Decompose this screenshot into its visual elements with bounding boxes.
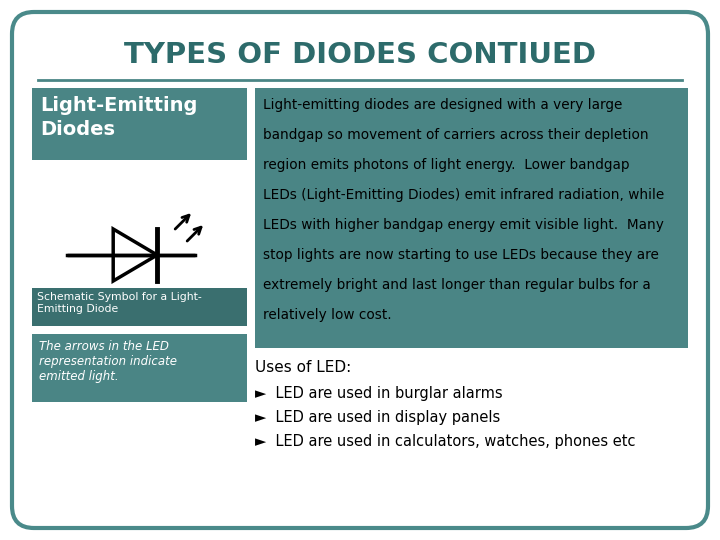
FancyBboxPatch shape: [32, 288, 247, 326]
FancyBboxPatch shape: [32, 88, 247, 160]
Text: ►  LED are used in calculators, watches, phones etc: ► LED are used in calculators, watches, …: [255, 434, 636, 449]
Text: relatively low cost.: relatively low cost.: [263, 308, 392, 322]
Text: The arrows in the LED
representation indicate
emitted light.: The arrows in the LED representation ind…: [39, 340, 177, 383]
Text: TYPES OF DIODES CONTIUED: TYPES OF DIODES CONTIUED: [124, 41, 596, 69]
Text: bandgap so movement of carriers across their depletion: bandgap so movement of carriers across t…: [263, 128, 649, 142]
FancyBboxPatch shape: [32, 334, 247, 402]
Text: Uses of LED:: Uses of LED:: [255, 360, 351, 375]
Text: Light-Emitting
Diodes: Light-Emitting Diodes: [40, 96, 197, 139]
Text: extremely bright and last longer than regular bulbs for a: extremely bright and last longer than re…: [263, 278, 651, 292]
Text: ►  LED are used in burglar alarms: ► LED are used in burglar alarms: [255, 386, 503, 401]
Text: LEDs (Light-Emitting Diodes) emit infrared radiation, while: LEDs (Light-Emitting Diodes) emit infrar…: [263, 188, 665, 202]
Text: LEDs with higher bandgap energy emit visible light.  Many: LEDs with higher bandgap energy emit vis…: [263, 218, 664, 232]
Text: ►  LED are used in display panels: ► LED are used in display panels: [255, 410, 500, 425]
FancyBboxPatch shape: [12, 12, 708, 528]
Text: Light-emitting diodes are designed with a very large: Light-emitting diodes are designed with …: [263, 98, 622, 112]
FancyBboxPatch shape: [255, 88, 688, 348]
Text: Schematic Symbol for a Light-
Emitting Diode: Schematic Symbol for a Light- Emitting D…: [37, 292, 202, 314]
Text: region emits photons of light energy.  Lower bandgap: region emits photons of light energy. Lo…: [263, 158, 629, 172]
Text: stop lights are now starting to use LEDs because they are: stop lights are now starting to use LEDs…: [263, 248, 659, 262]
